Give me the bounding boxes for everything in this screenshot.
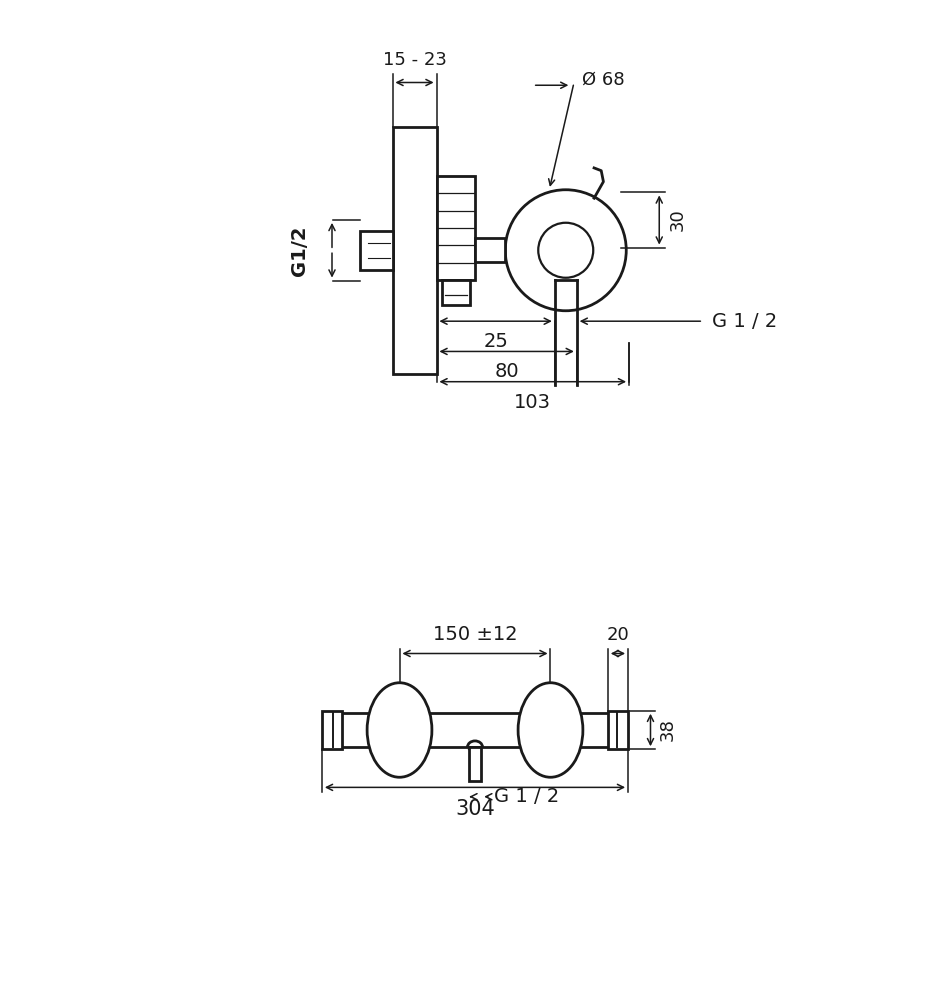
Text: 103: 103 [514,393,551,412]
Bar [468,747,482,781]
Text: G 1 / 2: G 1 / 2 [494,787,560,806]
Text: 15 - 23: 15 - 23 [383,51,446,69]
Text: G1/2: G1/2 [290,225,309,275]
Bar [322,711,342,749]
Text: 38: 38 [658,719,676,741]
Bar [392,126,436,374]
Text: Ø 68: Ø 68 [582,71,625,89]
Ellipse shape [518,683,583,777]
Text: 30: 30 [669,209,687,231]
Bar [442,280,469,305]
Text: 304: 304 [455,799,495,819]
Ellipse shape [367,683,432,777]
Circle shape [505,190,626,311]
Text: 25: 25 [484,332,508,351]
Bar [608,711,628,749]
Text: 20: 20 [606,626,629,645]
Text: 80: 80 [494,362,519,381]
Text: 150 ±12: 150 ±12 [432,626,518,645]
Bar [436,176,475,280]
Bar [359,231,392,269]
Circle shape [539,223,593,278]
Bar [475,238,505,262]
Text: G 1 / 2: G 1 / 2 [712,312,777,331]
